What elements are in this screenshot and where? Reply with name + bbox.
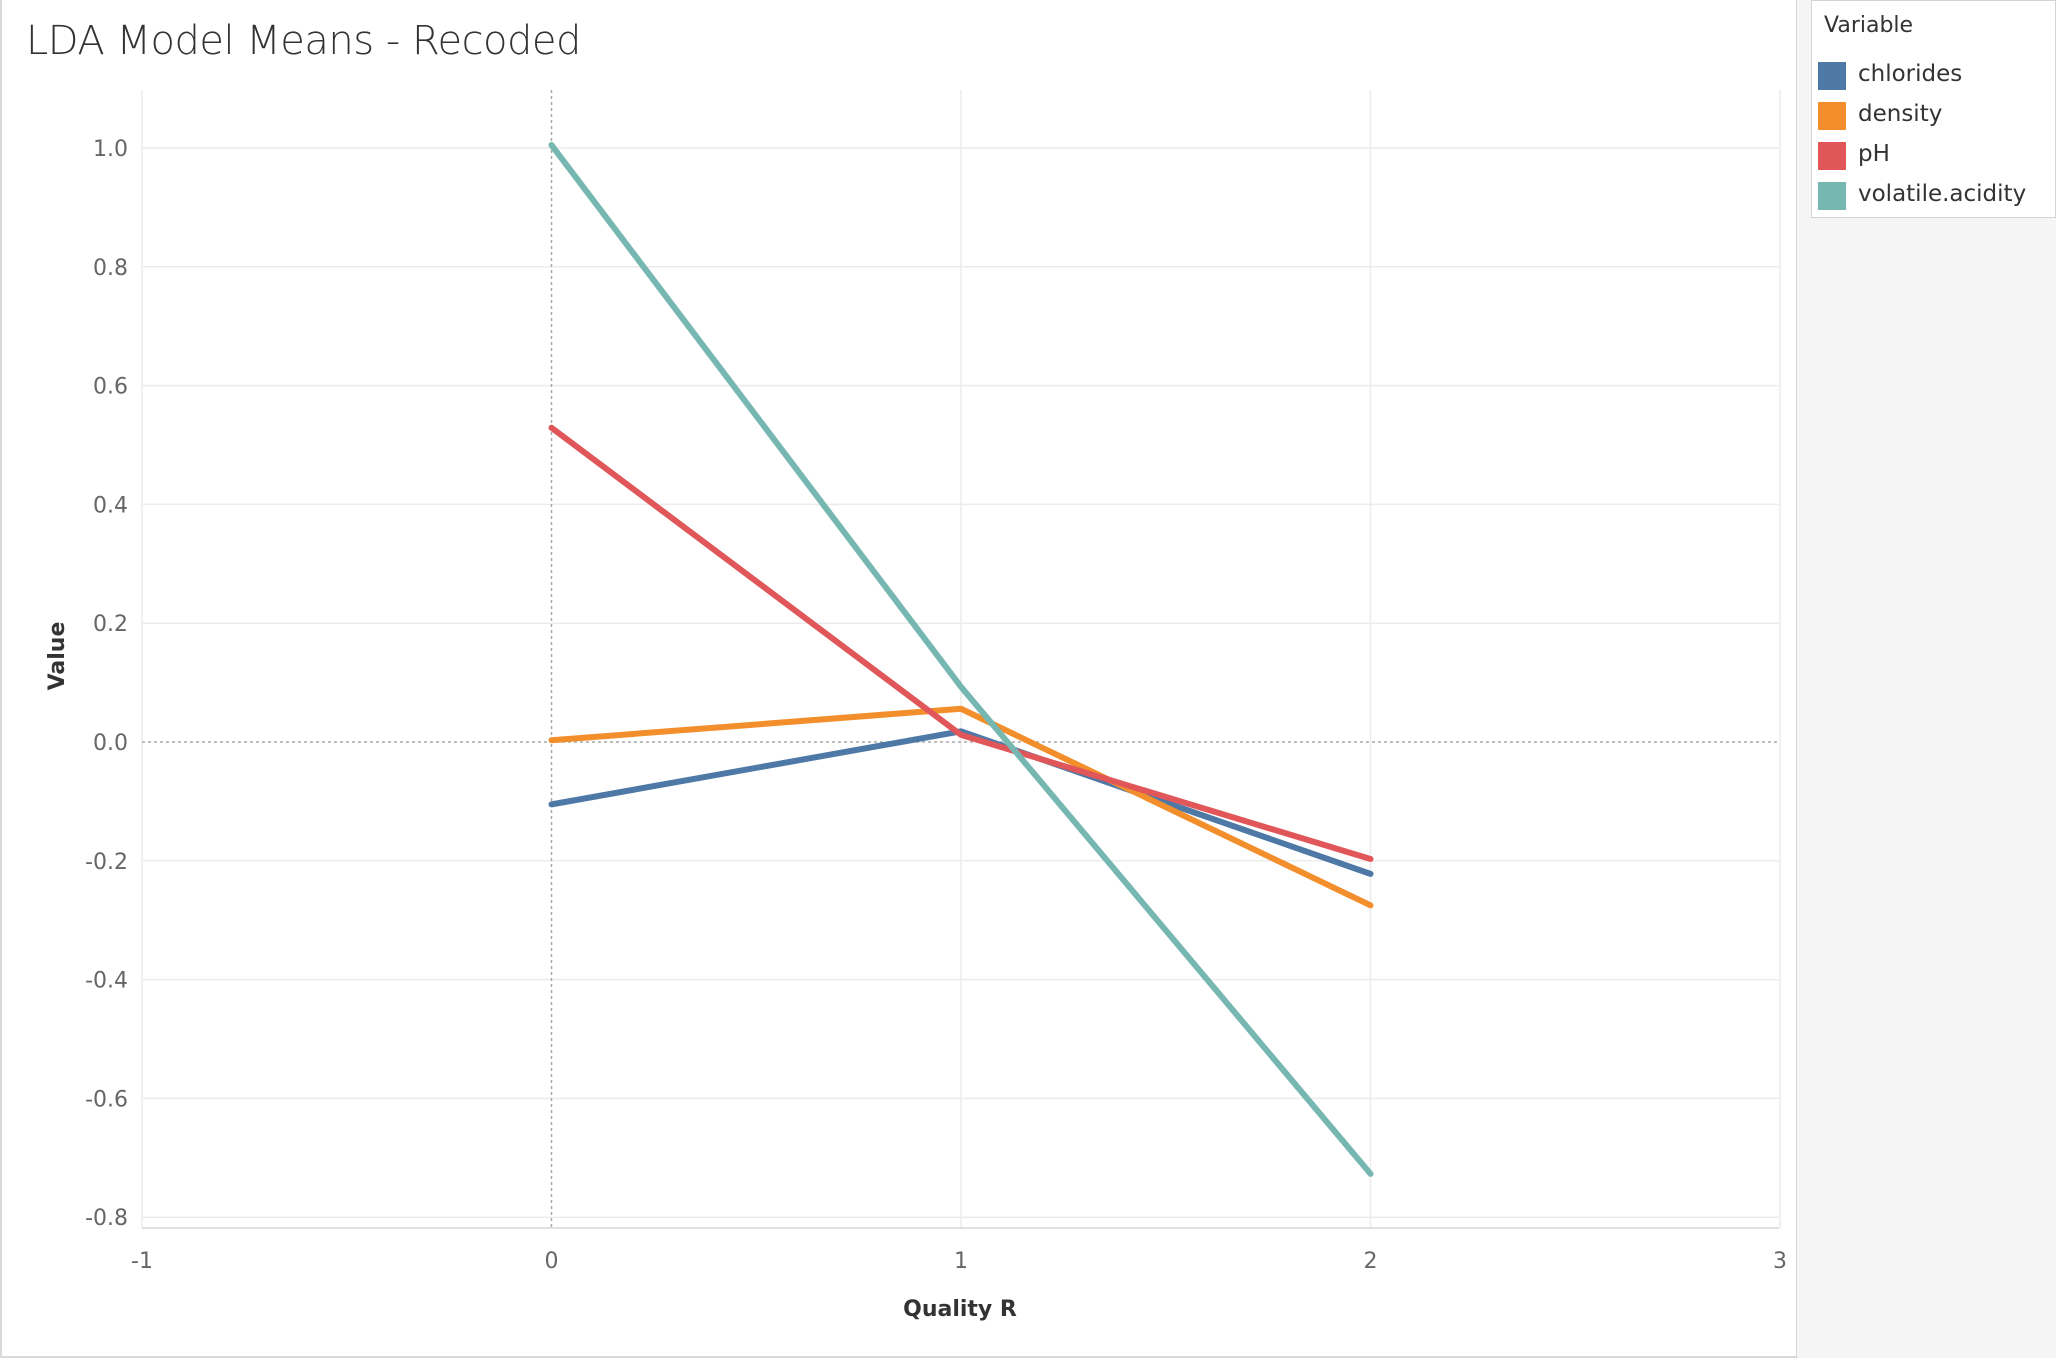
legend-item-volatile-acidity[interactable]: volatile.acidity [1818,179,2054,211]
legend-swatch [1818,142,1846,170]
legend-item-pH[interactable]: pH [1818,139,2054,171]
legend-swatch [1818,102,1846,130]
tick-labels: 1.0 0.8 0.6 0.4 0.2 0.0 -0.2 -0.4 -0.6 -0.8-1 0 1 2 3… [45,137,1787,1322]
legend-title: Variable [1824,13,1914,38]
chart-pane: LDA Model Means - Recoded 1.0 0.8 0.6 0.4 0.… [0,0,1796,1358]
chart-title: LDA Model Means - Recoded [26,18,581,64]
legend-label: density [1858,101,1943,127]
y-axis-title: Value [45,622,70,691]
x-tick-label: 3 [1773,1249,1787,1274]
axes [142,90,1779,1229]
y-tick-label: 0.4 [93,493,128,518]
series-lines [548,142,1374,1177]
x-axis-title: Quality R [903,1297,1017,1322]
legend-label: pH [1858,141,1890,167]
y-tick-label: -0.8 [85,1206,128,1231]
y-tick-label: -0.2 [85,850,128,875]
y-tick-label: -0.6 [85,1087,128,1112]
gridlines [141,90,1781,1228]
legend-item-density[interactable]: density [1818,99,2054,131]
legend-label: chlorides [1858,61,1963,87]
side-panel [1796,0,2056,1358]
y-tick-label: 1.0 [93,137,128,162]
legend-swatch [1818,62,1846,90]
y-tick-label: 0.0 [93,731,128,756]
series-line-volatile-acidity[interactable] [548,142,1374,1177]
y-tick-label: -0.4 [85,969,128,994]
legend-label: volatile.acidity [1858,181,2027,207]
legend: Variable chlorides density pH volatile.acid… [1811,0,2056,218]
x-tick-label: 1 [954,1249,968,1274]
y-tick-label: 0.8 [93,256,128,281]
legend-swatch [1818,182,1846,210]
plot-area: 1.0 0.8 0.6 0.4 0.2 0.0 -0.2 -0.4 -0.6 -0.8-1 0 1 2 3… [45,90,1787,1322]
x-tick-label: 2 [1364,1249,1378,1274]
y-tick-label: 0.2 [93,612,128,637]
series-line-density[interactable] [548,705,1374,909]
y-tick-label: 0.6 [93,375,128,400]
series-line-pH[interactable] [548,424,1374,863]
x-tick-label: 0 [545,1249,559,1274]
x-tick-label: -1 [131,1249,153,1274]
legend-item-chlorides[interactable]: chlorides [1818,59,2054,91]
